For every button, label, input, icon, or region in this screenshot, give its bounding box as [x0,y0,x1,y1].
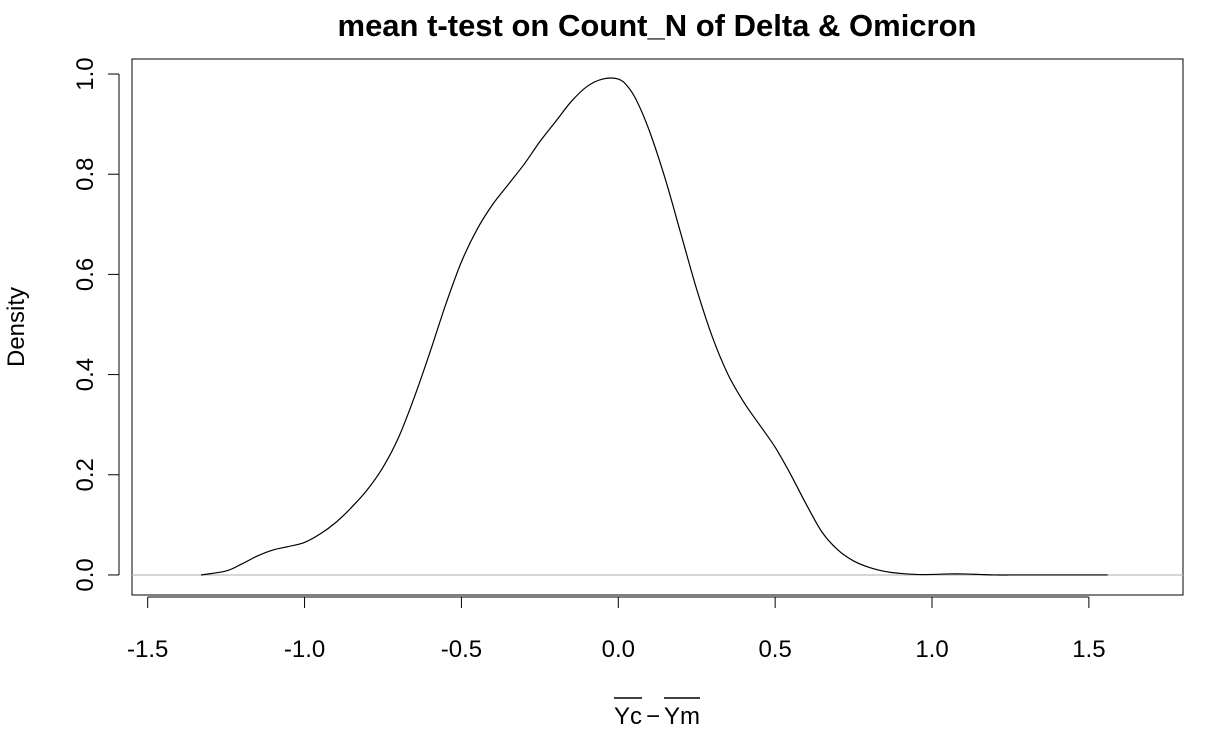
y-tick-label: 0.4 [72,358,99,391]
y-tick-label: 0.2 [72,458,99,491]
y-axis: 0.0 0.2 0.4 0.6 0.8 1.0 [72,57,120,592]
x-tick-label: -0.5 [441,636,482,663]
y-tick-label: 0.6 [72,258,99,291]
y-axis-label: Density [3,287,30,367]
x-tick-label: 0.5 [758,636,791,663]
x-tick-label: 0.0 [602,636,635,663]
x-axis-label: Yc − Ym [613,697,701,730]
x-tick-label: -1.0 [284,636,325,663]
x-axis-label-right: Ym [664,703,700,730]
x-axis-label-operator: − [646,703,660,730]
x-axis-label-left: Yc [614,703,642,730]
plot-frame [131,58,1184,596]
y-tick-label: 0.0 [72,558,99,591]
x-tick-label: 1.5 [1072,636,1105,663]
x-tick-label: 1.0 [915,636,948,663]
y-tick-label: 1.0 [72,57,99,90]
y-tick-label: 0.8 [72,158,99,191]
x-tick-label: -1.5 [127,636,168,663]
x-axis: -1.5 -1.0 -0.5 0.0 0.5 1.0 1.5 [127,596,1106,663]
chart-title: mean t-test on Count_N of Delta & Omicro… [338,8,977,43]
svg-text:Yc−Ym: Yc − Ym [614,703,700,730]
density-curve [200,77,1108,576]
